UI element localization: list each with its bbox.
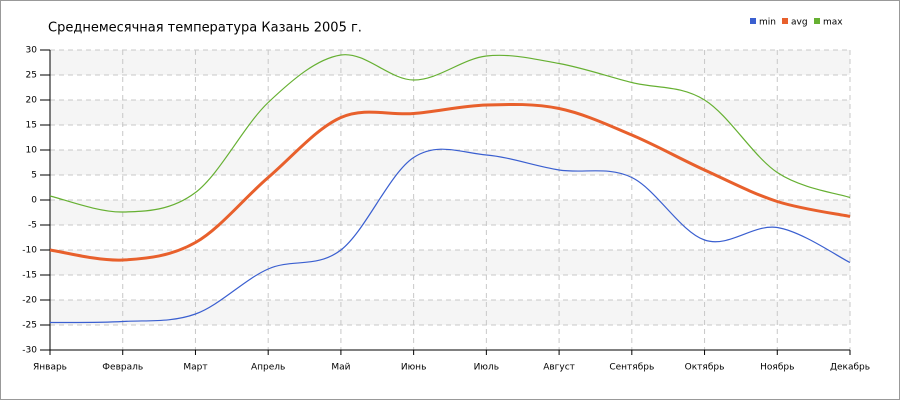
y-tick-label: -5 bbox=[28, 221, 37, 231]
y-tick-label: 10 bbox=[26, 146, 38, 156]
x-tick-label: Январь bbox=[33, 363, 67, 373]
y-tick-label: 0 bbox=[31, 196, 37, 206]
legend-swatch bbox=[750, 18, 756, 24]
band bbox=[50, 200, 850, 225]
y-tick-label: -20 bbox=[22, 296, 37, 306]
y-tick-label: -15 bbox=[22, 271, 37, 281]
y-tick-label: -10 bbox=[22, 246, 37, 256]
y-tick-label: 5 bbox=[31, 171, 37, 181]
x-tick-label: Ноябрь bbox=[760, 363, 794, 373]
legend-label: min bbox=[759, 18, 776, 28]
x-tick-label: Март bbox=[183, 363, 207, 373]
legend-swatch bbox=[782, 18, 788, 24]
band bbox=[50, 300, 850, 325]
y-tick-label: 30 bbox=[26, 46, 38, 56]
legend-label: avg bbox=[791, 18, 808, 28]
y-tick-label: 25 bbox=[26, 71, 37, 81]
x-tick-label: Май bbox=[331, 363, 350, 373]
bands bbox=[50, 50, 850, 325]
x-tick-label: Июль bbox=[474, 363, 499, 373]
y-tick-label: -25 bbox=[22, 321, 37, 331]
x-tick-label: Октябрь bbox=[685, 363, 725, 373]
legend-label: max bbox=[823, 18, 843, 28]
x-tick-label: Август bbox=[543, 363, 575, 373]
band bbox=[50, 100, 850, 125]
band bbox=[50, 50, 850, 75]
y-tick-label: -30 bbox=[22, 346, 37, 356]
x-tick-label: Апрель bbox=[251, 363, 285, 373]
y-tick-label: 20 bbox=[26, 96, 38, 106]
x-tick-label: Декабрь bbox=[830, 363, 870, 373]
x-tick-label: Февраль bbox=[102, 363, 143, 373]
line bbox=[49, 102, 851, 262]
band bbox=[50, 250, 850, 275]
y-tick-label: 15 bbox=[26, 121, 37, 131]
line bbox=[49, 54, 851, 213]
legend-swatch bbox=[814, 18, 820, 24]
line bbox=[49, 148, 851, 324]
x-tick-label: Июнь bbox=[401, 363, 427, 373]
chart-title: Среднемесячная температура Казань 2005 г… bbox=[48, 21, 362, 36]
x-tick-label: Сентябрь bbox=[609, 363, 654, 373]
band bbox=[50, 150, 850, 175]
